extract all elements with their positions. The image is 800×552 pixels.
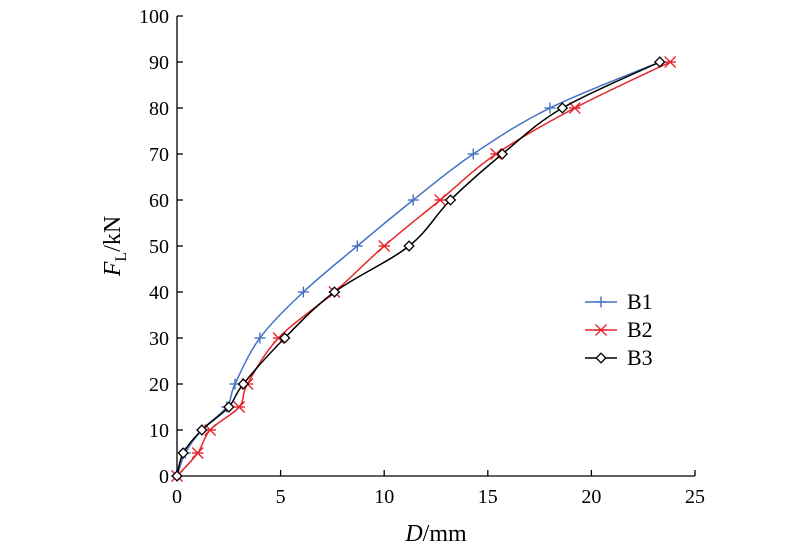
legend-item-b2: B2 <box>585 317 653 342</box>
series-b3-point <box>403 240 415 252</box>
series-b2-point <box>233 401 246 413</box>
series-b3-point <box>279 332 291 344</box>
series-b1-point <box>351 240 363 252</box>
x-axis-unit: /mm <box>423 521 467 547</box>
y-tick-label: 20 <box>149 374 169 396</box>
legend-marker <box>595 352 607 364</box>
y-tick-label: 0 <box>159 466 169 488</box>
x-tick-label: 5 <box>276 486 286 508</box>
legend-item-b3: B3 <box>585 345 653 370</box>
series-b1-point <box>297 286 309 298</box>
series-b3-point <box>496 148 509 160</box>
series-b1-point <box>254 332 266 344</box>
series-b2-point <box>664 56 677 68</box>
x-tick-label: 20 <box>581 486 601 508</box>
legend: B1 B2 B3 <box>585 289 653 370</box>
series-b1-point <box>544 102 556 114</box>
series-b3-point <box>444 194 457 206</box>
series-b3-line <box>176 61 661 477</box>
series-b1-line <box>176 61 661 477</box>
y-axis-variable: F <box>100 261 126 277</box>
series-b2-point <box>191 447 204 459</box>
series-b2-point <box>434 194 447 206</box>
legend-label: B1 <box>627 289 653 314</box>
series-b2 <box>171 56 677 482</box>
y-tick-label: 40 <box>149 282 169 304</box>
series-b3-point <box>556 102 569 114</box>
legend-label: B2 <box>627 317 653 342</box>
series-b3-point <box>177 447 189 459</box>
series-b3-point <box>171 470 183 482</box>
y-tick-label: 50 <box>149 236 169 258</box>
legend-item-b1: B1 <box>585 289 653 314</box>
legend-marker <box>595 296 607 308</box>
legend-label: B3 <box>627 345 653 370</box>
series-b1 <box>171 56 666 482</box>
x-axis-label: D/mm <box>404 521 467 547</box>
y-tick-label: 90 <box>149 52 169 74</box>
series-b3-point <box>237 378 250 390</box>
x-tick-label: 25 <box>685 486 705 508</box>
series-layer <box>171 56 677 482</box>
y-tick-label: 30 <box>149 328 169 350</box>
x-axis-variable: D <box>404 521 422 547</box>
series-b3-point <box>223 401 235 413</box>
y-tick-label: 60 <box>149 190 169 212</box>
y-ticks: 0 10 20 30 40 50 60 70 80 90 100 <box>139 6 183 488</box>
series-b2-point <box>568 102 581 114</box>
series-b3-point <box>196 424 208 436</box>
y-tick-label: 10 <box>149 420 169 442</box>
series-b1-point <box>467 148 479 160</box>
x-tick-label: 10 <box>374 486 394 508</box>
y-tick-label: 80 <box>149 98 169 120</box>
series-b1-point <box>407 194 419 206</box>
x-tick-label: 15 <box>478 486 498 508</box>
y-tick-label: 70 <box>149 144 169 166</box>
series-b3-point <box>328 286 341 298</box>
series-b3 <box>171 56 666 482</box>
x-tick-label: 0 <box>172 486 182 508</box>
series-b2-line <box>176 61 671 477</box>
x-ticks: 0 5 10 15 20 25 <box>172 470 705 508</box>
plot-area: 0 5 10 15 20 25 0 10 20 30 40 50 60 70 80 90 100 <box>139 6 705 508</box>
y-axis-unit: /kN <box>100 216 126 252</box>
y-tick-label: 100 <box>139 6 169 28</box>
y-axis-label: FL/kN <box>100 216 130 277</box>
series-b3-point <box>654 56 666 68</box>
series-b2-point <box>378 240 391 252</box>
legend-marker <box>595 324 607 336</box>
y-axis-subscript: L <box>113 252 130 262</box>
